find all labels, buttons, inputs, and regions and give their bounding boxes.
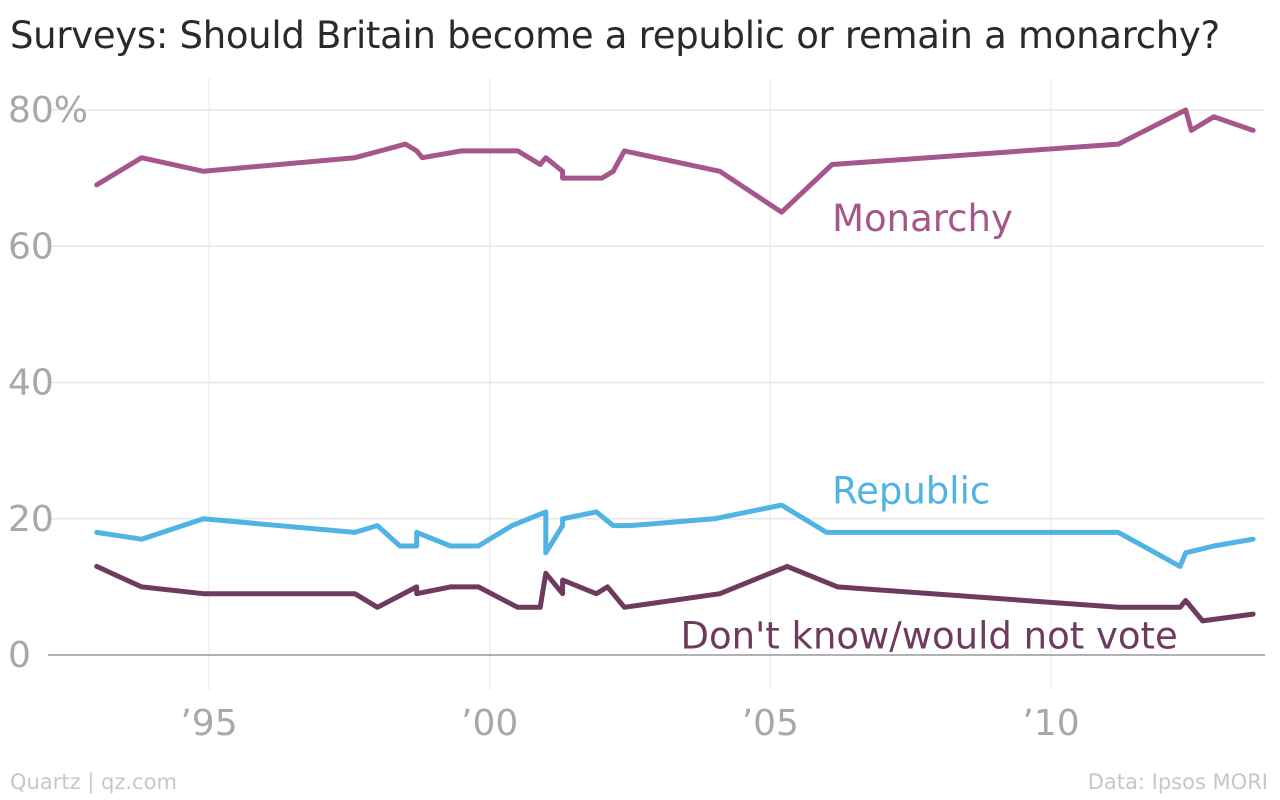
footer-data-source: Data: Ipsos MORI bbox=[1087, 770, 1268, 794]
y-tick-label: 60 bbox=[8, 226, 54, 267]
y-tick-label: 80% bbox=[8, 90, 88, 131]
series-line-don-t-know-would-not-vote bbox=[94, 563, 1256, 624]
series-line-republic bbox=[94, 502, 1256, 569]
series-lines bbox=[94, 107, 1256, 624]
series-label-don-t-know-would-not-vote: Don't know/would not vote bbox=[681, 615, 1178, 658]
grid bbox=[48, 78, 1265, 690]
series-label-republic: Republic bbox=[832, 470, 990, 513]
footer-credit: Quartz | qz.com bbox=[10, 770, 177, 794]
x-tick-label: ’95 bbox=[180, 703, 237, 744]
series-line-monarchy bbox=[94, 107, 1256, 215]
x-tick-label: ’10 bbox=[1022, 703, 1079, 744]
series-label-monarchy: Monarchy bbox=[832, 197, 1013, 240]
y-tick-label: 40 bbox=[8, 363, 54, 404]
chart-title: Surveys: Should Britain become a republi… bbox=[10, 14, 1220, 57]
axes: 80% 60 40 20 0 ’95 ’00 ’05 ’10 bbox=[8, 90, 1265, 744]
y-tick-label: 20 bbox=[8, 499, 54, 540]
x-tick-label: ’05 bbox=[742, 703, 799, 744]
series-labels: Monarchy Republic Don't know/would not vot… bbox=[681, 197, 1178, 658]
y-tick-label: 0 bbox=[8, 635, 31, 676]
x-tick-label: ’00 bbox=[461, 703, 518, 744]
